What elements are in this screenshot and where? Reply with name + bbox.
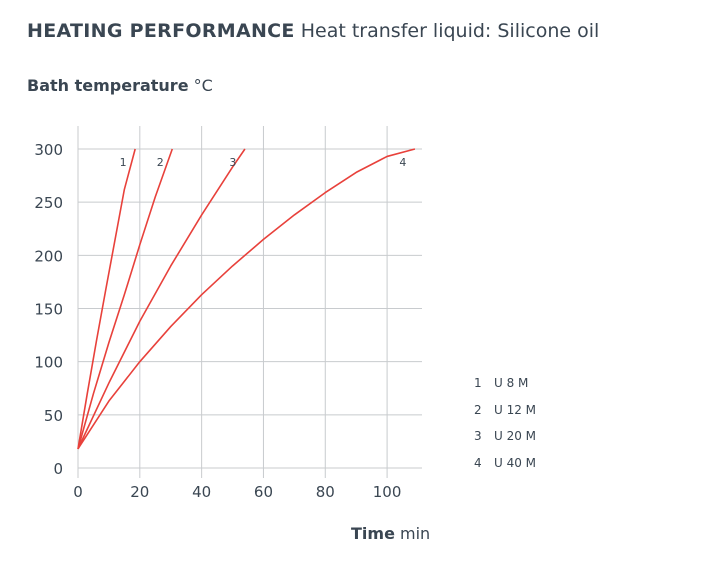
legend-item: 1 U 8 M — [474, 376, 536, 403]
x-tick-label: 60 — [254, 483, 273, 501]
x-tick-label: 80 — [316, 483, 335, 501]
series-number-label: 3 — [229, 156, 236, 169]
y-axis-label: Bath temperature °C — [27, 76, 213, 95]
series-line — [77, 148, 246, 450]
y-tick-label: 0 — [53, 460, 63, 478]
legend-label: U 40 M — [494, 455, 537, 470]
legend-number: 4 — [474, 455, 482, 470]
y-tick-label: 200 — [34, 247, 63, 265]
y-tick-label: 100 — [34, 354, 63, 372]
legend-label: U 8 M — [494, 376, 529, 390]
x-tick-label: 100 — [373, 483, 402, 501]
chart-title: HEATING PERFORMANCE Heat transfer liquid… — [27, 20, 599, 42]
x-axis-label-bold: Time — [351, 524, 395, 543]
chart-title-bold: HEATING PERFORMANCE — [27, 20, 295, 42]
legend-label: U 12 M — [494, 402, 537, 417]
legend-item: 4 U 40 M — [474, 456, 536, 483]
series-number-label: 4 — [399, 156, 406, 169]
legend: 1 U 8 M 2 U 12 M 3 U 20 M 4 U 40 M — [474, 376, 536, 482]
legend-label: U 20 M — [494, 429, 537, 443]
legend-item: 2 U 12 M — [474, 403, 536, 430]
y-axis-label-bold: Bath temperature — [27, 76, 189, 95]
x-tick-label: 0 — [73, 483, 83, 501]
series-number-label: 2 — [157, 156, 164, 169]
legend-number: 2 — [474, 402, 482, 417]
legend-number: 1 — [474, 376, 482, 390]
y-axis-label-unit: °C — [193, 76, 213, 95]
y-tick-label: 300 — [34, 141, 63, 159]
x-tick-label: 20 — [130, 483, 149, 501]
series-number-label: 1 — [120, 156, 127, 169]
x-axis-label: Time min — [351, 524, 430, 543]
legend-number: 3 — [474, 429, 482, 443]
y-tick-label: 150 — [34, 301, 63, 319]
x-tick-label: 40 — [192, 483, 211, 501]
legend-item: 3 U 20 M — [474, 429, 536, 456]
chart-title-subtitle: Heat transfer liquid: Silicone oil — [300, 20, 600, 42]
y-tick-label: 250 — [34, 194, 63, 212]
series-line — [77, 148, 174, 450]
y-tick-label: 50 — [44, 407, 63, 425]
x-axis-label-unit: min — [400, 524, 431, 543]
series-line — [77, 148, 136, 449]
series-line — [77, 148, 416, 450]
